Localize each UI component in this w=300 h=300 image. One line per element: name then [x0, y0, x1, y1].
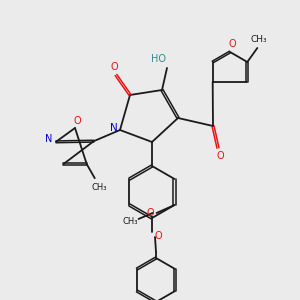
Text: N: N [45, 134, 53, 144]
Text: O: O [110, 62, 118, 72]
Text: O: O [73, 116, 81, 126]
Text: O: O [147, 208, 154, 218]
Text: O: O [228, 39, 236, 49]
Text: O: O [154, 231, 162, 241]
Text: CH₃: CH₃ [91, 183, 106, 192]
Text: HO: HO [152, 54, 166, 64]
Text: CH₃: CH₃ [123, 218, 138, 226]
Text: O: O [216, 151, 224, 161]
Text: N: N [110, 123, 118, 133]
Text: CH₃: CH₃ [250, 34, 267, 43]
